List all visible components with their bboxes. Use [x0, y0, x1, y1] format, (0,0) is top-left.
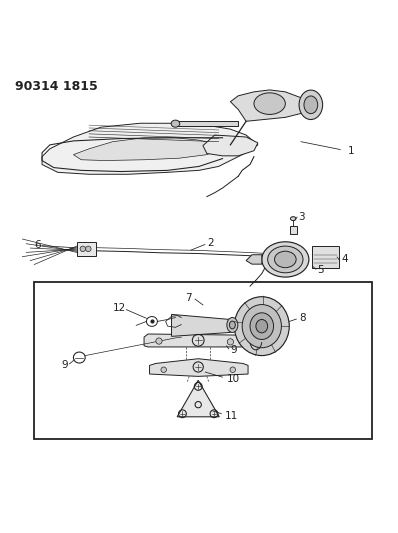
Polygon shape: [203, 135, 258, 156]
Ellipse shape: [304, 96, 318, 114]
Text: 7: 7: [185, 293, 192, 303]
Circle shape: [86, 246, 91, 252]
Text: 11: 11: [224, 410, 238, 421]
FancyBboxPatch shape: [76, 242, 96, 255]
Text: 10: 10: [226, 374, 240, 384]
Text: 2: 2: [207, 238, 213, 248]
Ellipse shape: [291, 216, 296, 221]
Ellipse shape: [299, 90, 323, 119]
Polygon shape: [150, 359, 248, 376]
Text: 5: 5: [317, 265, 323, 276]
FancyBboxPatch shape: [312, 246, 339, 268]
Ellipse shape: [268, 246, 303, 273]
Polygon shape: [73, 138, 219, 160]
Text: 9: 9: [230, 345, 237, 356]
Ellipse shape: [262, 242, 309, 277]
Text: 9: 9: [62, 360, 68, 370]
Ellipse shape: [242, 304, 281, 348]
Ellipse shape: [254, 93, 285, 115]
Text: 12: 12: [113, 303, 126, 313]
Circle shape: [227, 338, 234, 345]
Polygon shape: [172, 314, 230, 336]
Text: 1: 1: [348, 146, 355, 156]
Text: 3: 3: [298, 212, 304, 222]
Circle shape: [161, 367, 166, 373]
FancyBboxPatch shape: [290, 225, 297, 233]
Text: 8: 8: [299, 313, 306, 324]
Ellipse shape: [229, 321, 235, 329]
Polygon shape: [176, 122, 238, 126]
Polygon shape: [246, 255, 262, 264]
Polygon shape: [230, 90, 309, 122]
Circle shape: [230, 367, 236, 373]
Polygon shape: [42, 123, 258, 174]
Text: 4: 4: [341, 254, 348, 264]
Text: 6: 6: [34, 240, 41, 250]
Ellipse shape: [234, 297, 289, 356]
Ellipse shape: [146, 317, 157, 326]
Circle shape: [156, 338, 162, 344]
Polygon shape: [144, 334, 250, 347]
Polygon shape: [177, 381, 219, 417]
Ellipse shape: [73, 352, 85, 363]
Circle shape: [80, 246, 86, 252]
Text: 90314 1815: 90314 1815: [15, 80, 97, 93]
Ellipse shape: [250, 313, 273, 340]
Ellipse shape: [171, 120, 180, 127]
Bar: [34, 282, 372, 439]
Ellipse shape: [275, 251, 296, 268]
Ellipse shape: [227, 318, 238, 333]
Ellipse shape: [256, 319, 268, 333]
